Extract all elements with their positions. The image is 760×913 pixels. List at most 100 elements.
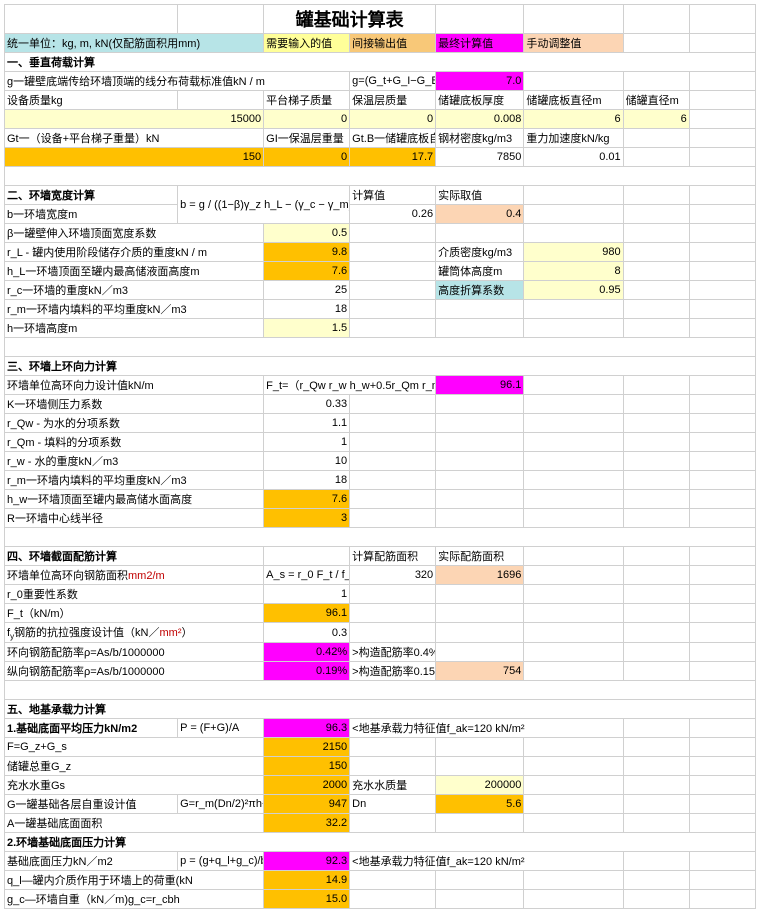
ins-mass: 保温层质量 (350, 91, 436, 110)
rc-v: 25 (264, 281, 350, 300)
legend-manual: 手动调整值 (524, 34, 623, 53)
rm2-label: r_m一环墙内填料的平均重度kN／m3 (5, 471, 264, 490)
ft-formula: F_t=（r_Qw r_w h_w+0.5r_Qm r_m h）KR (264, 376, 436, 395)
k-v: 0.33 (264, 395, 350, 414)
rqw-v: 1.1 (264, 414, 350, 433)
h-label: h一环墙高度m (5, 319, 264, 338)
dn-label: Dn (350, 795, 436, 814)
hw-label: h_w一环墙顶面至罐内最高储水面高度 (5, 490, 264, 509)
plat-mass: 平台梯子质量 (264, 91, 350, 110)
vert-v: 0.19% (264, 662, 350, 681)
p1-note: <地基承载力特征值f_ak=120 kN/m² (350, 719, 623, 738)
g-formula: g=(G_t+G_I−G_B)/Dπ (350, 72, 436, 91)
section5-title: 五、地基承载力计算 (5, 700, 756, 719)
barrel-h: 罐筒体高度m (436, 262, 524, 281)
med-v[interactable]: 980 (524, 243, 623, 262)
gc-v: 15.0 (264, 890, 350, 909)
v-6b[interactable]: 6 (623, 110, 689, 129)
legend-final: 最终计算值 (436, 34, 524, 53)
gs-v: 2000 (264, 776, 350, 795)
gtb-label: Gt.B一储罐底板自重 (350, 129, 436, 148)
r0-label: r_0重要性系数 (5, 585, 264, 604)
b-label: b一环墙宽度m (5, 205, 178, 224)
fill-v[interactable]: 200000 (436, 776, 524, 795)
gi-label: GI一保温层重量 (264, 129, 350, 148)
gt-label: Gt一（设备+平台梯子重量）kN (5, 129, 264, 148)
beta-v[interactable]: 0.5 (264, 224, 350, 243)
legend-need: 需要输入的值 (264, 34, 350, 53)
barrel-v[interactable]: 8 (524, 262, 623, 281)
ring-v: 0.42% (264, 643, 350, 662)
rqm-v: 1 (264, 433, 350, 452)
f-v: 2150 (264, 738, 350, 757)
tank-d: 储罐底板直径m (524, 91, 623, 110)
grav-v: 0.01 (524, 148, 623, 167)
k-label: K一环墙侧压力系数 (5, 395, 264, 414)
v-0b[interactable]: 0 (350, 110, 436, 129)
gz-label: 储罐总重G_z (5, 757, 264, 776)
ft-label: 环墙单位高环向力设计值kN/m (5, 376, 264, 395)
calc-label: 计算值 (350, 186, 436, 205)
legend-mid: 间接输出值 (350, 34, 436, 53)
b-act[interactable]: 0.4 (436, 205, 524, 224)
gi-v: 0 (264, 148, 350, 167)
f-label: F=G_z+G_s (5, 738, 264, 757)
h-v[interactable]: 1.5 (264, 319, 350, 338)
hl-label: h_L一环墙顶面至罐内最高储液面高度m (5, 262, 264, 281)
as-label: 环墙单位高环向钢筋面积mm2/m (7, 570, 165, 582)
act-label: 实际取值 (436, 186, 524, 205)
p1-formula: P = (F+G)/A (178, 719, 264, 738)
ring-note: >构造配筋率0.4% (350, 643, 436, 662)
vert-note: >构造配筋率0.15% (350, 662, 436, 681)
as-act[interactable]: 1696 (436, 566, 524, 585)
med-dens: 介质密度kg/m3 (436, 243, 524, 262)
ql-v: 14.9 (264, 871, 350, 890)
p2-title: 2.环墙基础底面压力计算 (5, 833, 756, 852)
v-0008[interactable]: 0.008 (436, 110, 524, 129)
g2-v: 947 (264, 795, 350, 814)
section4-title: 四、环墙截面配筋计算 (5, 547, 264, 566)
steel-v: 7850 (436, 148, 524, 167)
v-0a[interactable]: 0 (264, 110, 350, 129)
p2-label: 基础底面压力kN／m2 (5, 852, 178, 871)
hw-v: 7.6 (264, 490, 350, 509)
rm-label: r_m一环墙内填料的平均重度kN／m3 (5, 300, 264, 319)
p2-formula: p = (g+q_l+g_c)/b (178, 852, 264, 871)
steel-label: 钢材密度kg/m3 (436, 129, 524, 148)
ft2-label: F_t（kN/m） (5, 604, 264, 623)
p1-title: 1.基础底面平均压力kN/m2 (5, 719, 178, 738)
dn-v: 5.6 (436, 795, 524, 814)
rm2-v: 18 (264, 471, 350, 490)
v-6a[interactable]: 6 (524, 110, 623, 129)
gs-label: 充水水重Gs (5, 776, 264, 795)
g2-label: G一罐基础各层自重设计值 (5, 795, 178, 814)
eq-mass: 设备质量kg (5, 91, 178, 110)
rc-label: r_c一环墙的重度kN／m3 (5, 281, 264, 300)
gt-v: 150 (5, 148, 264, 167)
fy-v: 0.3 (264, 623, 350, 643)
act-rein: 实际配筋面积 (436, 547, 524, 566)
fy-label: fy钢筋的抗拉强度设计值（kN／mm²） (5, 623, 264, 643)
gc-label: g_c—环墙自重（kN／m)g_c=r_cbh (5, 890, 264, 909)
fold-v[interactable]: 0.95 (524, 281, 623, 300)
as-formula: A_s = r_0 F_t / f_y (264, 566, 350, 585)
fold-label: 高度折算系数 (436, 281, 524, 300)
g-value: 7.0 (436, 72, 524, 91)
tank-dm: 储罐直径m (623, 91, 689, 110)
r0-v: 1 (264, 585, 350, 604)
v-15000[interactable]: 15000 (5, 110, 264, 129)
page-title: 罐基础计算表 (264, 5, 436, 34)
rw-label: r_w - 水的重度kN／m3 (5, 452, 264, 471)
p1-v: 96.3 (264, 719, 350, 738)
rqm-label: r_Qm - 填料的分项系数 (5, 433, 264, 452)
p2-note: <地基承载力特征值f_ak=120 kN/m² (350, 852, 623, 871)
a-label: A一罐基础底面面积 (5, 814, 264, 833)
tank-th: 储罐底板厚度 (436, 91, 524, 110)
section3-title: 三、环墙上环向力计算 (5, 357, 756, 376)
p2-v: 92.3 (264, 852, 350, 871)
r-label: R一环墙中心线半径 (5, 509, 264, 528)
b-formula: b = g / ((1−β)γ_z h_L − (γ_c − γ_m)h) (178, 186, 350, 224)
fill-label: 充水水质量 (350, 776, 436, 795)
vert-act[interactable]: 754 (436, 662, 524, 681)
hl-v: 7.6 (264, 262, 350, 281)
